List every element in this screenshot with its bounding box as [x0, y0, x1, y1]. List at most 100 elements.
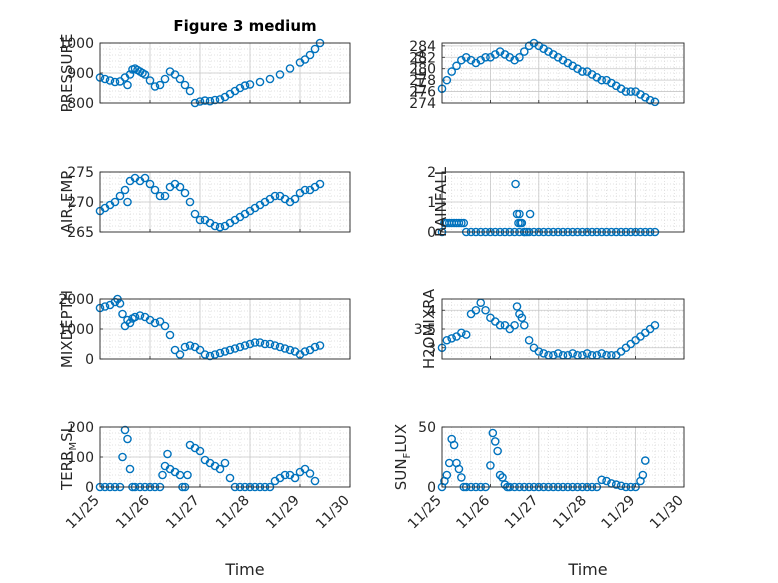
data-point: [210, 350, 220, 359]
data-point: [454, 218, 464, 228]
data-point: [611, 480, 621, 489]
data-point: [240, 341, 250, 350]
data-point: [190, 209, 200, 219]
data-point: [195, 215, 205, 225]
data-point: [510, 320, 519, 330]
data-point: [260, 339, 270, 349]
y-tick-label: 200: [67, 420, 94, 436]
data-point: [235, 342, 245, 352]
data-point: [205, 351, 215, 361]
data-point: [160, 74, 170, 84]
data-point: [255, 338, 265, 347]
data-point: [265, 74, 275, 84]
data-point: [110, 197, 120, 207]
axes-frame: [441, 298, 685, 360]
data-point: [621, 87, 631, 96]
y-tick-label: 900: [67, 66, 94, 82]
data-point: [315, 341, 325, 350]
data-point: [180, 188, 190, 198]
y-tick-label: 278: [409, 73, 436, 89]
data-point: [280, 470, 290, 480]
y-tick-label: 1000: [58, 36, 94, 52]
data-point: [185, 86, 195, 96]
data-point: [650, 97, 660, 107]
data-point: [638, 470, 648, 480]
data-point: [486, 461, 495, 470]
y-axis-label: MIXDEPTH: [58, 290, 76, 368]
data-point: [210, 221, 220, 231]
data-point: [461, 330, 471, 339]
axes-frame: [441, 42, 685, 104]
data-point: [512, 209, 522, 219]
data-point: [125, 318, 135, 328]
y-axis-label: PRESSURE: [58, 34, 76, 113]
data-point: [125, 70, 135, 79]
y-tick-label: 2: [427, 165, 436, 181]
data-point: [180, 342, 190, 352]
data-point: [495, 470, 505, 480]
data-point: [160, 321, 170, 331]
data-point: [123, 80, 132, 90]
data-point: [481, 52, 490, 62]
data-point: [195, 97, 205, 106]
data-point: [524, 335, 534, 345]
axes-frame: [99, 298, 351, 360]
data-point: [100, 302, 110, 311]
data-point: [220, 347, 230, 356]
y-tick-label: 3.5: [414, 322, 436, 338]
data-point: [457, 328, 466, 338]
x-axis-label-left: Time: [224, 560, 264, 579]
y-tick-label: 276: [409, 85, 436, 101]
figure-title: Figure 3 medium: [173, 17, 316, 35]
axes-frame: [99, 426, 351, 488]
data-point: [125, 464, 135, 474]
data-point: [230, 344, 240, 353]
data-point: [140, 70, 150, 79]
data-point: [140, 173, 150, 183]
data-point: [515, 209, 524, 219]
data-point: [255, 77, 265, 87]
data-point: [183, 470, 192, 480]
y-tick-label: 100: [67, 450, 94, 466]
y-tick-label: 1: [427, 195, 436, 211]
y-tick-label: 274: [409, 96, 436, 112]
data-point: [118, 309, 127, 319]
data-point: [534, 347, 544, 356]
y-tick-label: 50: [418, 420, 436, 436]
data-point: [235, 83, 245, 93]
y-tick-label: 0: [427, 480, 436, 496]
data-point: [447, 334, 456, 343]
y-axis-label: TERRMSL: [58, 423, 79, 491]
data-point: [553, 349, 563, 358]
data-point: [290, 194, 300, 204]
data-point: [650, 320, 660, 330]
data-point: [500, 480, 510, 489]
data-point: [200, 96, 210, 105]
data-point: [220, 458, 230, 468]
data-point: [457, 218, 466, 228]
data-point: [602, 476, 611, 486]
data-point: [290, 473, 300, 483]
data-point: [517, 313, 527, 323]
data-point: [310, 342, 320, 352]
data-point: [155, 191, 165, 201]
data-point: [180, 80, 190, 90]
y-tick-label: 0: [427, 225, 436, 241]
data-point: [155, 80, 165, 90]
data-point: [471, 305, 481, 315]
data-point: [315, 179, 325, 189]
data-point: [498, 473, 507, 482]
data-point: [185, 197, 195, 207]
y-tick-label: 4: [427, 303, 436, 319]
data-point: [490, 437, 500, 446]
data-point: [250, 338, 260, 347]
data-point: [300, 185, 310, 195]
data-point: [205, 96, 215, 106]
data-point: [310, 44, 320, 54]
data-point: [185, 341, 195, 350]
